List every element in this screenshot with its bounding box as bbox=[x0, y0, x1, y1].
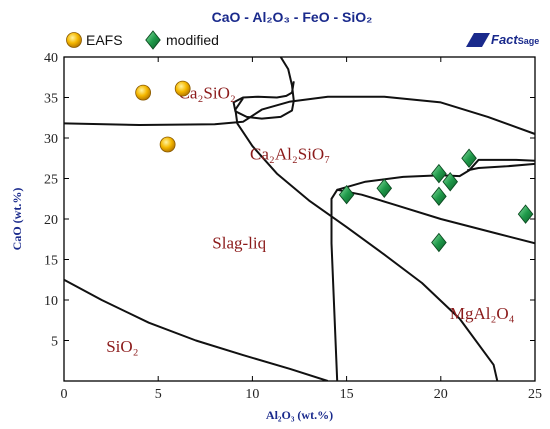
y-tick-label: 25 bbox=[44, 173, 58, 188]
y-axis-ticks: 5 10 15 20 25 30 35 40 bbox=[44, 51, 535, 350]
modified-point bbox=[431, 232, 447, 253]
y-tick-label: 30 bbox=[44, 132, 58, 147]
x-tick-label: 25 bbox=[528, 387, 542, 402]
modified-point bbox=[376, 178, 393, 198]
x-axis-label: Al₂O₃ (wt.%) bbox=[266, 408, 333, 422]
region-label: Ca₂Al₂SiO₇ bbox=[250, 144, 330, 163]
x-tick-label: 5 bbox=[155, 387, 162, 402]
legend-modified-marker bbox=[145, 30, 161, 50]
factsage-logo: FactSage bbox=[466, 32, 539, 47]
data-series bbox=[135, 80, 534, 253]
x-tick-label: 15 bbox=[340, 387, 354, 402]
modified-point bbox=[431, 163, 447, 184]
logo-mark-icon bbox=[466, 33, 490, 47]
region-label: Slag-liq bbox=[212, 233, 266, 252]
x-axis-ticks: 0 5 10 15 20 25 bbox=[61, 57, 542, 402]
modified-point bbox=[517, 204, 534, 224]
phase-boundary-line bbox=[232, 57, 295, 120]
legend-eafs-label: EAFS bbox=[86, 32, 123, 48]
phase-boundary-line bbox=[64, 95, 535, 135]
modified-point bbox=[431, 186, 447, 207]
phase-boundary-line bbox=[64, 278, 329, 381]
phase-boundary-line bbox=[234, 97, 499, 381]
y-axis-label: CaO (wt.%) bbox=[10, 188, 24, 251]
logo-text: FactSage bbox=[491, 32, 539, 47]
plot-frame bbox=[63, 56, 536, 382]
plot-area bbox=[63, 56, 536, 382]
modified-point bbox=[461, 148, 477, 168]
eafs-point bbox=[174, 80, 191, 97]
phase-boundary-line bbox=[330, 188, 535, 381]
eafs-point bbox=[159, 136, 176, 153]
legend-modified-label: modified bbox=[166, 32, 219, 48]
y-tick-label: 40 bbox=[44, 51, 58, 66]
phase-boundaries bbox=[64, 57, 535, 381]
eafs-point bbox=[135, 84, 152, 101]
y-tick-label: 5 bbox=[51, 335, 58, 350]
region-label: Ca₂SiO₂ bbox=[179, 84, 236, 103]
y-tick-label: 10 bbox=[44, 294, 58, 309]
y-tick-label: 35 bbox=[44, 92, 58, 107]
legend: EAFS modified bbox=[66, 30, 219, 50]
legend-eafs-marker bbox=[66, 32, 82, 48]
modified-point bbox=[338, 184, 355, 205]
x-tick-label: 10 bbox=[245, 387, 259, 402]
modified-point bbox=[442, 172, 458, 192]
x-tick-label: 20 bbox=[434, 387, 448, 402]
y-tick-label: 15 bbox=[44, 254, 58, 269]
chart-title: CaO - Al₂O₃ - FeO - SiO₂ bbox=[212, 9, 373, 25]
x-tick-label: 0 bbox=[61, 387, 68, 402]
region-label: SiO₂ bbox=[106, 337, 138, 356]
region-label: MgAl₂O₄ bbox=[450, 304, 515, 323]
phase-boundary-line bbox=[336, 158, 535, 191]
region-labels: Ca₂SiO₂ Ca₂Al₂SiO₇ Slag-liq MgAl₂O₄ SiO₂ bbox=[106, 84, 514, 357]
y-tick-label: 20 bbox=[44, 213, 58, 228]
phase-boundary-line bbox=[466, 162, 535, 172]
